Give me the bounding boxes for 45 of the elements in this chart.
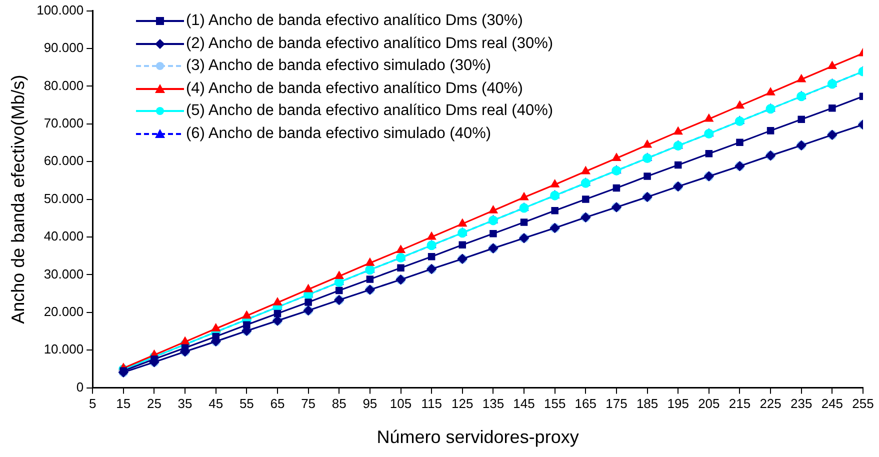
x-tick-label: 75 (301, 396, 316, 412)
legend-label: (6) Ancho de banda efectivo simulado (40%) (186, 124, 492, 144)
legend-label: (5) Ancho de banda efectivo analítico Dms real (40%) (186, 101, 554, 121)
x-tick-label: 115 (421, 396, 442, 412)
legend-label: (1) Ancho de banda efectivo analítico Dms (30%) (186, 11, 523, 31)
y-tick-label: 80.000 (44, 78, 84, 93)
y-tick-label: 50.000 (44, 190, 84, 206)
x-tick-label: 105 (390, 396, 412, 412)
x-tick-label: 45 (208, 396, 224, 412)
x-tick-label: 85 (332, 396, 346, 412)
x-tick-label: 65 (270, 396, 285, 412)
y-tick-label: 20.000 (44, 304, 84, 319)
x-axis-title: Número servidores-proxy (376, 427, 579, 448)
x-tick-label: 165 (574, 396, 597, 412)
x-tick-label: 145 (513, 396, 535, 412)
x-tick-label: 5 (88, 396, 96, 412)
legend-label: (3) Ancho de banda efectivo simulado (30%) (186, 56, 492, 76)
x-tick-label: 15 (116, 396, 131, 412)
x-tick-label: 135 (482, 396, 504, 412)
x-tick-label: 175 (606, 396, 628, 412)
legend-label: (2) Ancho de banda efectivo analítico Dms real (30%) (186, 34, 554, 54)
x-tick-label: 255 (852, 396, 874, 412)
y-tick-label: 30.000 (44, 266, 84, 282)
x-tick-label: 55 (239, 396, 254, 412)
y-tick-label: 40.000 (44, 228, 84, 244)
x-tick-label: 215 (728, 396, 751, 412)
x-tick-label: 35 (178, 396, 192, 412)
y-tick-label: 10.000 (44, 342, 84, 357)
y-tick-label: 100.000 (36, 2, 84, 18)
x-tick-label: 235 (790, 396, 812, 412)
y-tick-label: 70.000 (44, 115, 84, 130)
y-tick-label: 60.000 (44, 153, 84, 168)
x-tick-label: 205 (698, 396, 720, 412)
x-tick-label: 225 (760, 396, 782, 412)
x-tick-label: 195 (667, 396, 689, 412)
y-tick-label: 0 (76, 379, 84, 394)
legend-label: (4) Ancho de banda efectivo analítico Dms (40%) (186, 78, 523, 98)
x-tick-label: 245 (821, 396, 844, 412)
y-axis-title: Ancho de banda efectivo(Mb/s) (8, 74, 28, 324)
x-tick-label: 185 (636, 396, 658, 412)
y-tick-label: 90.000 (44, 40, 84, 56)
x-tick-label: 155 (544, 396, 566, 412)
x-tick-label: 95 (362, 396, 378, 412)
x-tick-label: 25 (146, 396, 162, 412)
x-tick-label: 125 (452, 396, 474, 412)
